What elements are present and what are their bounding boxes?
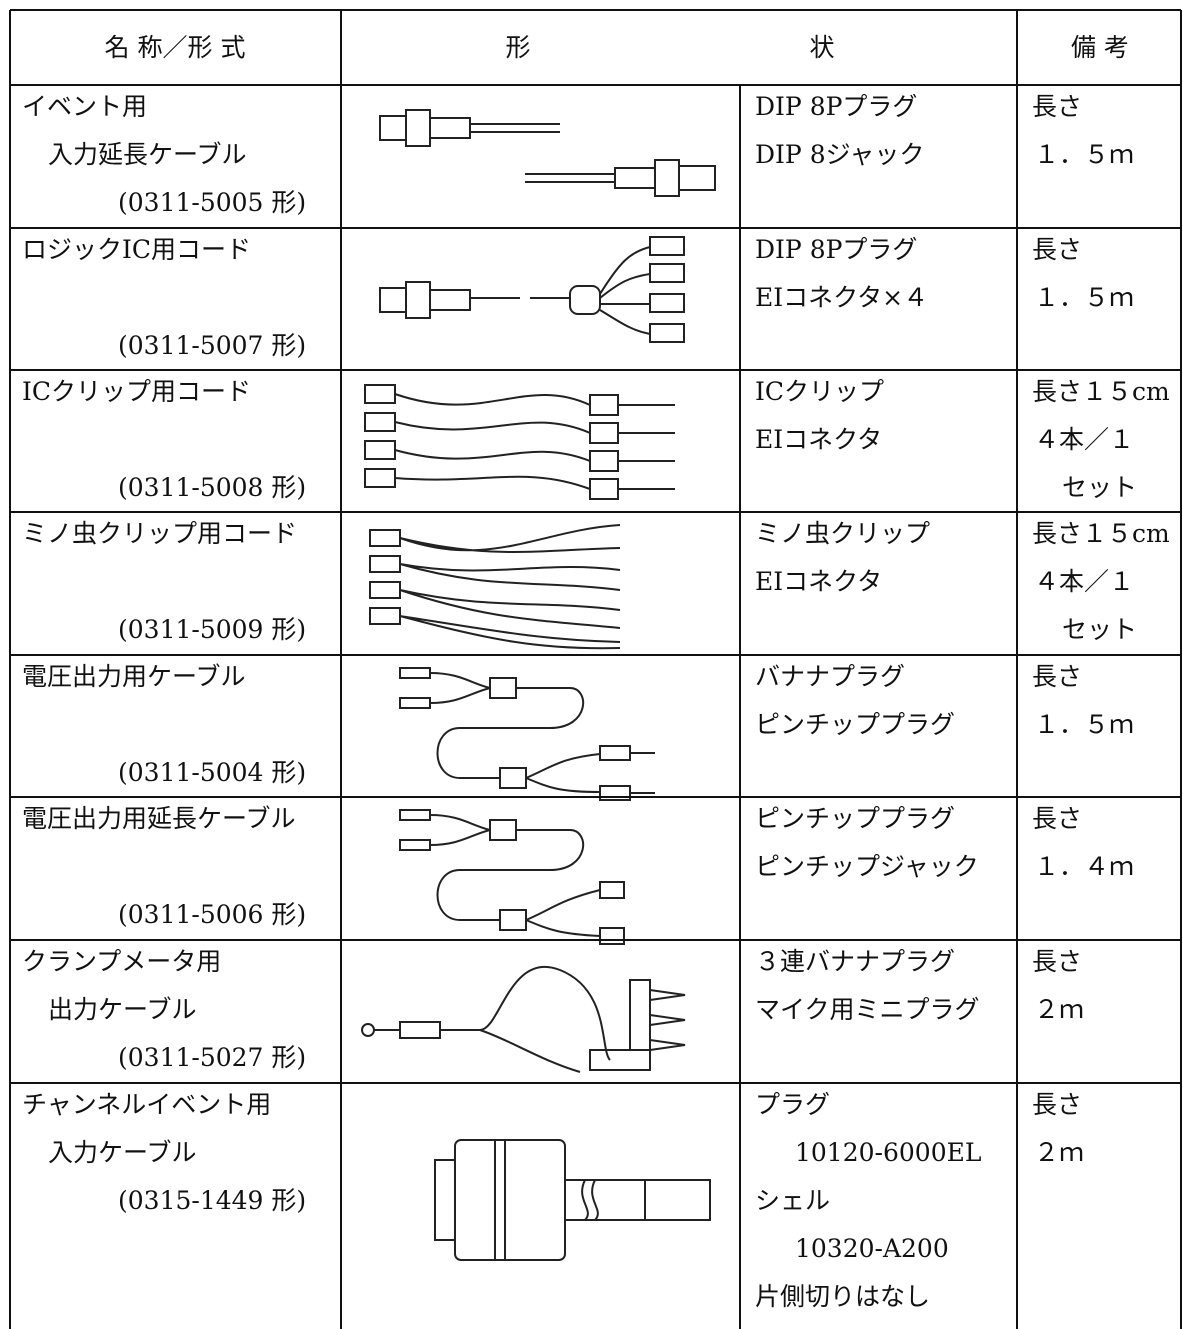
item-note: セット — [1062, 473, 1138, 502]
grid — [9, 9, 1182, 1329]
item-spec: プラグ — [755, 1090, 831, 1119]
item-spec: EIコネクタ — [755, 425, 883, 454]
item-name: 入力延長ケーブル — [48, 140, 247, 169]
item-note: ４本／１ — [1034, 567, 1135, 596]
cable-illustrations — [361, 109, 716, 1261]
item-spec: ピンチップジャック — [755, 852, 979, 881]
item-spec: 10320-A200 — [795, 1234, 949, 1263]
item-name: ミノ虫クリップ用コード — [22, 519, 298, 548]
item-name: (0311-5005 形) — [118, 188, 307, 217]
item-name: (0311-5009 形) — [118, 615, 307, 644]
item-note: 長さ — [1032, 662, 1083, 691]
item-name: チャンネルイベント用 — [22, 1090, 272, 1119]
item-spec: 片側切りはなし — [755, 1282, 931, 1311]
item-spec: マイク用ミニプラグ — [755, 995, 980, 1024]
item-note: セット — [1062, 615, 1138, 644]
item-note: １．５ｍ — [1034, 140, 1135, 169]
item-spec: EIコネクタ — [755, 567, 883, 596]
item-name: 電圧出力用ケーブル — [22, 662, 246, 691]
item-note: １．５ｍ — [1034, 283, 1135, 312]
item-spec: DIP 8ジャック — [755, 140, 925, 169]
item-spec: DIP 8Pプラグ — [755, 235, 918, 264]
item-name: (0311-5004 形) — [118, 758, 307, 787]
item-name: (0315-1449 形) — [118, 1186, 307, 1215]
item-spec: シェル — [755, 1186, 831, 1215]
item-spec: ミノ虫クリップ — [755, 519, 931, 548]
item-note: ２ｍ — [1034, 995, 1085, 1024]
item-note: 長さ — [1032, 804, 1083, 833]
item-spec: DIP 8Pプラグ — [755, 92, 918, 121]
item-name: イベント用 — [22, 92, 148, 121]
item-name: クランプメータ用 — [22, 947, 222, 976]
item-name: 電圧出力用延長ケーブル — [22, 804, 296, 833]
item-note: 長さ — [1032, 92, 1083, 121]
item-note: ２ｍ — [1034, 1138, 1085, 1167]
item-note: 長さ — [1032, 947, 1083, 976]
item-name: (0311-5027 形) — [118, 1043, 307, 1072]
item-name: (0311-5007 形) — [118, 331, 307, 360]
item-spec: ピンチッププラグ — [755, 710, 956, 739]
header-note: 備 考 — [1071, 33, 1129, 62]
item-name: 入力ケーブル — [48, 1138, 197, 1167]
item-note: １．５ｍ — [1034, 710, 1135, 739]
item-name: (0311-5006 形) — [118, 900, 307, 929]
item-note: １．４ｍ — [1034, 852, 1135, 881]
item-spec: EIコネクタ×４ — [755, 283, 929, 312]
item-name: 出力ケーブル — [48, 995, 197, 1024]
header-name: 名 称／形 式 — [104, 33, 246, 62]
item-name: (0311-5008 形) — [118, 473, 307, 502]
item-spec: ３連バナナプラグ — [755, 947, 956, 976]
item-note: ４本／１ — [1034, 425, 1135, 454]
item-name: ロジックIC用コード — [22, 235, 252, 264]
item-spec: ICクリップ — [755, 377, 885, 406]
item-spec: 10120-6000EL — [795, 1138, 982, 1167]
item-note: 長さ１５cm — [1032, 377, 1170, 406]
header-shape: 形 — [505, 33, 531, 62]
item-spec: ピンチッププラグ — [755, 804, 956, 833]
item-note: 長さ１５cm — [1032, 519, 1170, 548]
item-name: ICクリップ用コード — [22, 377, 252, 406]
item-note: 長さ — [1032, 1090, 1083, 1119]
header-shape: 状 — [809, 33, 835, 62]
item-note: 長さ — [1032, 235, 1083, 264]
item-spec: バナナプラグ — [755, 662, 906, 691]
